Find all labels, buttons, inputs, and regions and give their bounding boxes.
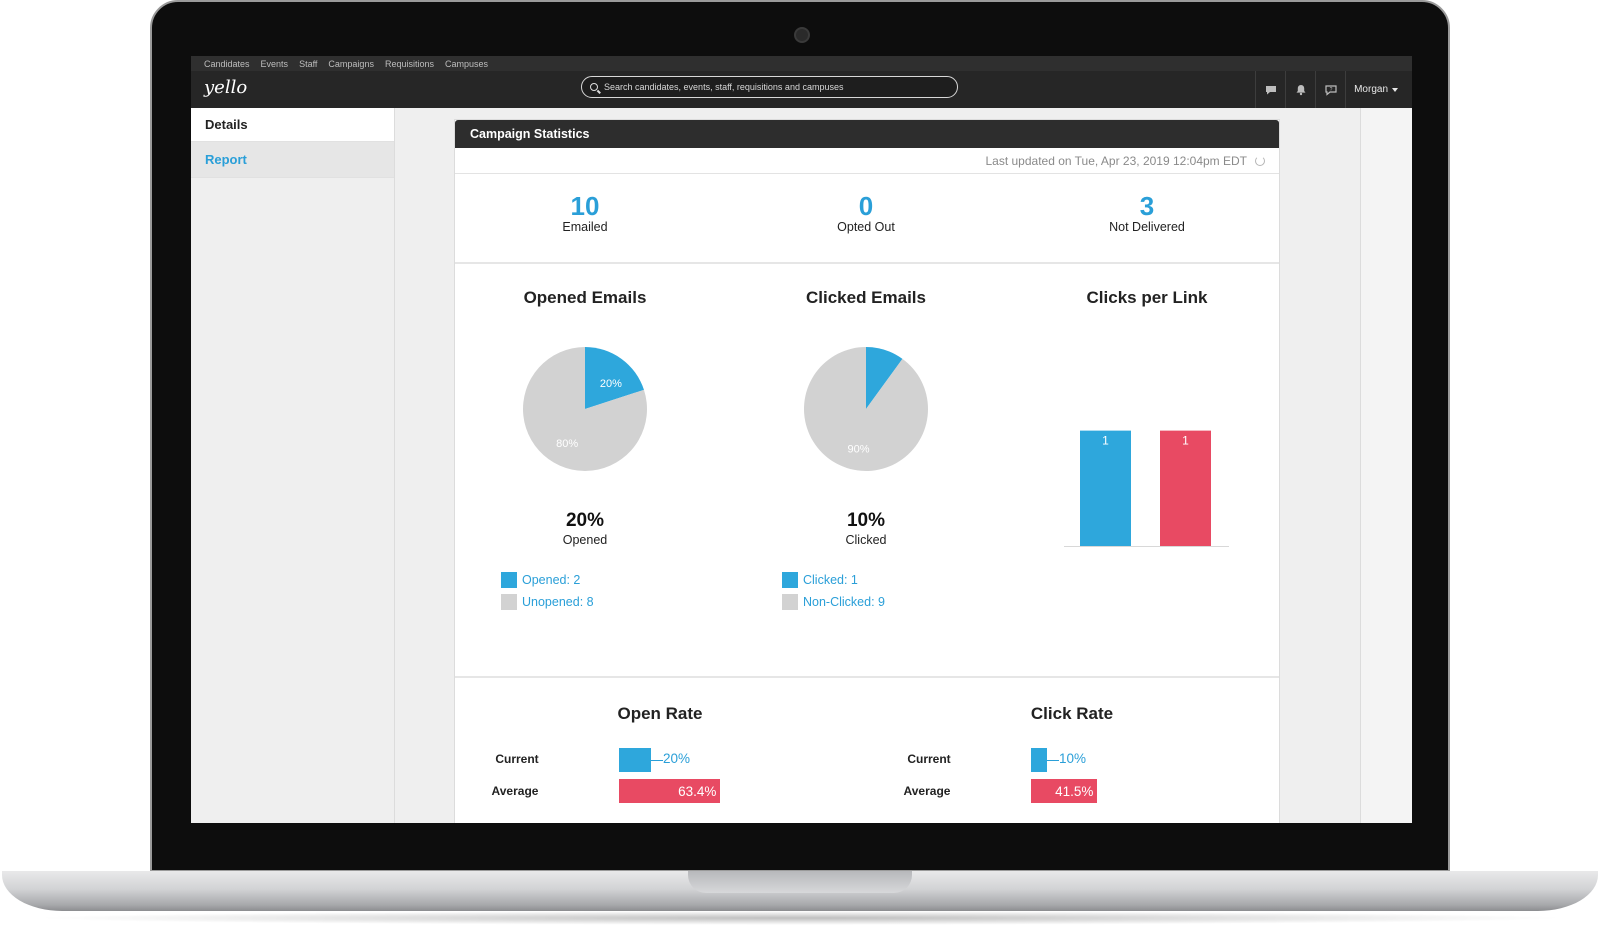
clicks-per-link-title: Clicks per Link [1086, 288, 1208, 307]
sidebar-item-details[interactable]: Details [191, 108, 394, 142]
top-nav: Candidates Events Staff Campaigns Requis… [191, 56, 1412, 71]
rate-bar[interactable] [1031, 748, 1047, 772]
nav-events[interactable]: Events [260, 58, 289, 69]
click-rate-average-label: Average [903, 784, 951, 798]
legend-item-opened[interactable]: Opened: 2 [501, 569, 594, 591]
last-updated-text: Last updated on Tue, Apr 23, 2019 12:04p… [985, 153, 1247, 168]
stat-label: Emailed [562, 220, 608, 234]
nav-candidates[interactable]: Candidates [204, 58, 250, 69]
search-placeholder: Search candidates, events, staff, requis… [604, 82, 844, 92]
link-bar-label: 1 [1102, 434, 1109, 448]
nav-staff[interactable]: Staff [299, 58, 318, 69]
pie-slice-label: 20% [600, 378, 622, 390]
pie-slice-unopened[interactable] [523, 347, 647, 471]
refresh-icon[interactable] [1255, 155, 1265, 166]
pie-slice-label: 90% [847, 443, 869, 455]
clicked-percent: 10% [846, 510, 886, 531]
chat-button[interactable] [1255, 71, 1285, 108]
pie-slice-label: 80% [556, 438, 578, 450]
pie-slice-clicked[interactable] [866, 347, 903, 409]
opened-percent: 20% [565, 510, 605, 531]
panel-title: Campaign Statistics [455, 120, 1279, 148]
user-name: Morgan [1354, 84, 1388, 95]
email-charts: Opened Emails 20% 80% 20% Opened Opened: … [455, 264, 1279, 678]
bell-icon [1296, 84, 1306, 95]
summary-stats: 10 Emailed 0 Opted Out 3 Not Delivered [455, 174, 1279, 264]
help-icon: ? [1324, 84, 1337, 96]
rate-bar[interactable]: 63.4% [619, 779, 721, 803]
clicked-percent-label: Clicked [845, 533, 887, 547]
campaign-statistics-panel: Campaign Statistics Last updated on Tue,… [454, 119, 1280, 823]
pie-slice-opened[interactable] [585, 347, 644, 409]
legend-label: Non-Clicked: 9 [803, 595, 885, 609]
webcam [794, 27, 810, 43]
opened-emails-title: Opened Emails [523, 288, 647, 307]
search-input[interactable]: Search candidates, events, staff, requis… [581, 76, 958, 98]
pie-slice-non-clicked[interactable] [804, 347, 928, 471]
open-rate-average-label: Average [491, 784, 539, 798]
open-rate-current-label: Current [495, 752, 539, 766]
nav-requisitions[interactable]: Requisitions [384, 58, 434, 69]
legend-swatch [501, 594, 517, 610]
right-pane [1360, 108, 1412, 823]
legend-item-non-clicked[interactable]: Non-Clicked: 9 [782, 591, 885, 613]
stat-label: Opted Out [837, 220, 895, 234]
legend-label: Unopened: 8 [522, 595, 594, 609]
opened-emails-pie: 20% 80% [523, 347, 647, 471]
legend-item-unopened[interactable]: Unopened: 8 [501, 591, 594, 613]
header-actions: ? Morgan [1255, 71, 1412, 108]
app-screen: Candidates Events Staff Campaigns Requis… [191, 56, 1412, 823]
opened-legend: Opened: 2 Unopened: 8 [501, 569, 594, 613]
notifications-button[interactable] [1285, 71, 1315, 108]
legend-label: Clicked: 1 [803, 573, 858, 587]
rate-bar[interactable]: 41.5% [1031, 779, 1098, 803]
stat-opted-out: 0 Opted Out [766, 191, 966, 235]
legend-swatch [782, 594, 798, 610]
rate-label-leader [1047, 760, 1059, 761]
chat-icon [1265, 85, 1276, 94]
app-header: yello Search candidates, events, staff, … [191, 71, 1412, 108]
legend-swatch [782, 572, 798, 588]
opened-percent-label: Opened [562, 533, 608, 547]
clicked-emails-title: Clicked Emails [805, 288, 926, 307]
sidebar-item-report[interactable]: Report [191, 142, 394, 178]
click-rate-current-label: Current [907, 752, 951, 766]
rates-section: Open Rate Current Average 20% 63.4% Click… [455, 678, 1279, 808]
caret-down-icon [1392, 87, 1398, 92]
legend-item-clicked[interactable]: Clicked: 1 [782, 569, 885, 591]
stat-value: 0 [858, 191, 874, 221]
click-rate-title: Click Rate [1030, 704, 1114, 723]
last-updated-row: Last updated on Tue, Apr 23, 2019 12:04p… [455, 148, 1279, 174]
stat-value: 10 [570, 191, 600, 221]
laptop-shadow [30, 911, 1570, 925]
svg-text:?: ? [1329, 87, 1332, 93]
legend-label: Opened: 2 [522, 573, 581, 587]
rate-bar[interactable] [619, 748, 651, 772]
legend-swatch [501, 572, 517, 588]
stat-not-delivered: 3 Not Delivered [1047, 191, 1247, 235]
user-menu[interactable]: Morgan [1345, 71, 1412, 108]
help-button[interactable]: ? [1315, 71, 1345, 108]
rate-label-leader [651, 760, 663, 761]
laptop-notch [688, 871, 912, 893]
link-bar[interactable] [1080, 430, 1131, 546]
link-bar-label: 1 [1182, 434, 1189, 448]
sidebar: Details Report [191, 108, 395, 823]
stat-emailed: 10 Emailed [485, 191, 685, 235]
yello-logo[interactable]: yello [204, 77, 248, 98]
link-bar[interactable] [1160, 430, 1211, 546]
rate-value-label: 10% [1059, 751, 1087, 766]
clicked-emails-pie: 90% [804, 347, 928, 471]
stat-value: 3 [1139, 191, 1155, 221]
search-icon [590, 83, 598, 91]
nav-campuses[interactable]: Campuses [444, 58, 489, 69]
open-rate-title: Open Rate [617, 704, 703, 723]
clicked-legend: Clicked: 1 Non-Clicked: 9 [782, 569, 885, 613]
rate-value-label: 20% [663, 751, 691, 766]
stat-label: Not Delivered [1109, 220, 1185, 234]
nav-campaigns[interactable]: Campaigns [328, 58, 374, 69]
